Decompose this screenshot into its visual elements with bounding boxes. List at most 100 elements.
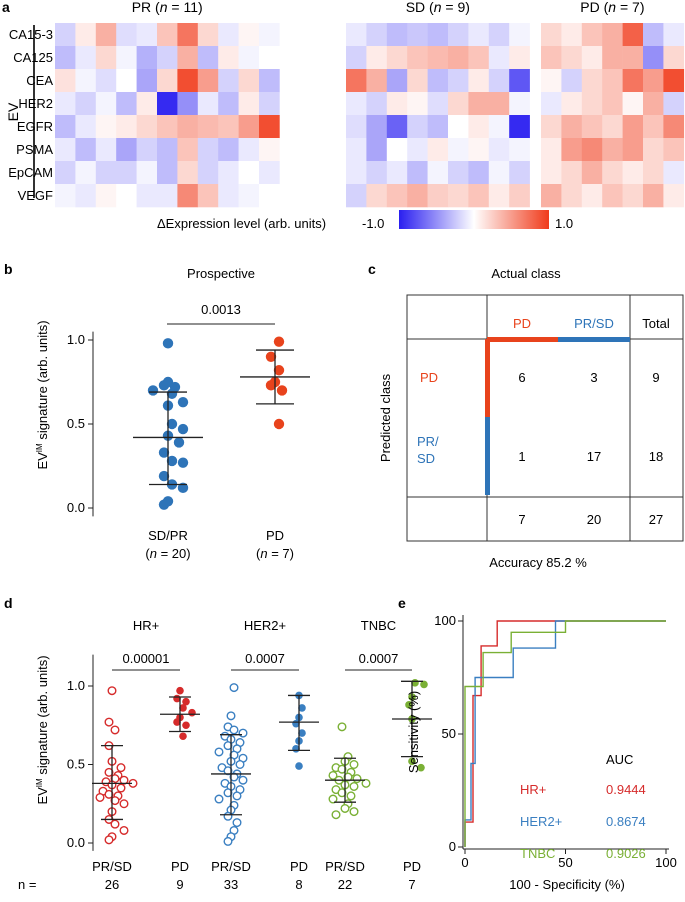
heatmap-cell [581, 184, 603, 208]
panel-d-y-tick-label: 0.0 [67, 835, 85, 850]
panel-b-p-value: 0.0013 [201, 302, 241, 317]
heatmap-cell [448, 92, 469, 116]
heatmap-cell [218, 69, 239, 93]
heatmap-cell [541, 138, 562, 162]
heatmap-cell [509, 23, 530, 47]
heatmap-cell [561, 115, 583, 139]
heatmap-cell [346, 23, 367, 47]
heatmap-cell [366, 115, 388, 139]
panel-e-y-tick-label: 0 [449, 839, 456, 854]
panel-d-p-value: 0.0007 [245, 651, 285, 666]
panel-d-data-point [349, 781, 359, 791]
heatmap-cell [509, 69, 530, 93]
heatmap-cell [622, 46, 644, 70]
cell-pd-prsd: 3 [590, 370, 597, 385]
panel-a-heatmap: EV CA15-3 CA125 CEA HER2 EGFR PSMA EpCAM VEGF P… [5, 0, 685, 231]
heatmap-cell [238, 69, 260, 93]
predicted-class-title: Predicted class [378, 373, 393, 462]
heatmap-cell [561, 184, 583, 208]
heatmap-cell [197, 138, 219, 162]
heatmap-cell [509, 92, 530, 116]
heatmap-cell [448, 46, 469, 70]
heatmap-cell [197, 46, 219, 70]
heatmap-cell [116, 23, 137, 47]
panel-d-data-point [229, 725, 239, 735]
heatmap-cell [663, 161, 685, 185]
heatmap-cell [643, 46, 664, 70]
heatmap-group-title-suffix: = 9) [441, 0, 469, 15]
row-header-pd: PD [420, 370, 438, 385]
heatmap-cell [622, 184, 644, 208]
heatmap-cell [346, 115, 367, 139]
heatmap-cell [622, 69, 644, 93]
panel-b-x-label: SD/PR [148, 528, 188, 543]
heatmap-cell [157, 92, 178, 116]
heatmap-cell [259, 92, 280, 116]
panel-b-x-n-suffix: = 7) [268, 546, 294, 561]
heatmap-cell [602, 161, 623, 185]
heatmap-cell [157, 161, 178, 185]
heatmap-cell [238, 184, 260, 208]
heatmap-cell [157, 115, 178, 139]
row-header-prsd: PR/SD [417, 434, 439, 466]
heatmap-cell [95, 23, 117, 47]
panel-b-data-point [173, 437, 185, 448]
heatmap-cell [407, 23, 428, 47]
heatmap-cell [622, 23, 644, 47]
panel-d-data-point [235, 760, 245, 770]
heatmap-cell [468, 115, 490, 139]
panel-d-data-point [182, 721, 190, 730]
panel-d-x-label: PD [171, 859, 189, 874]
heatmap-cell [663, 69, 685, 93]
heatmap-group-title: PD (n = 7) [580, 0, 644, 15]
roc-legend-auc: 0.9444 [606, 782, 646, 797]
heatmap-cell [602, 184, 623, 208]
panel-d-data-point [337, 788, 347, 798]
panel-d-data-point [352, 774, 362, 784]
panel-d-n-value: 22 [338, 877, 352, 892]
actual-class-title: Actual class [491, 266, 561, 281]
heatmap-cell [346, 161, 367, 185]
heatmap-cell [177, 138, 199, 162]
heatmap-cell [488, 115, 510, 139]
panel-d-data-point [361, 778, 371, 788]
heatmap-cell [116, 161, 137, 185]
panel-b-data-point [273, 418, 285, 430]
total-pd: 7 [518, 512, 525, 527]
panel-d-n-value: 8 [295, 877, 302, 892]
panel-d-data-point [107, 686, 117, 696]
heatmap-cell [468, 138, 490, 162]
panel-d-p-value: 0.0007 [359, 651, 399, 666]
heatmap-cell [346, 69, 367, 93]
heatmap-group-title-n: n [608, 0, 616, 15]
panel-d-data-point [110, 725, 120, 735]
panel-d-ylabel-rest: signature (arb. units) [35, 655, 50, 778]
panel-d-data-point [229, 683, 239, 693]
heatmap-cell [509, 115, 530, 139]
panel-d-ylabel: EVIM signature (arb. units) [35, 655, 50, 804]
heatmap-cell [177, 69, 199, 93]
heatmap-cell [427, 115, 449, 139]
heatmap-cell [427, 138, 449, 162]
panel-label-a: a [2, 0, 10, 15]
panel-d-group-title: HER2+ [244, 618, 286, 633]
heatmap-cell [541, 23, 562, 47]
heatmap-cell [663, 23, 685, 47]
heatmap-cell [602, 23, 623, 47]
heatmap-cell [95, 138, 117, 162]
heatmap-cell [561, 69, 583, 93]
heatmap-group-title: SD (n = 9) [406, 0, 470, 15]
heatmap-cell [366, 23, 388, 47]
panel-d-data-point [328, 794, 338, 804]
panel-e-x-tick-label: 0 [461, 855, 468, 870]
panel-d-data-point [176, 686, 184, 695]
heatmap-cell [581, 92, 603, 116]
panel-b-data-point [166, 388, 178, 399]
panel-d-data-point [232, 791, 242, 801]
panel-d-data-point [349, 760, 359, 770]
panel-b-x-n-prefix: ( [256, 546, 261, 561]
heatmap-cell [407, 115, 428, 139]
heatmap-cell [177, 46, 199, 70]
heatmap-cell [218, 184, 239, 208]
panel-d-data-point [214, 747, 224, 757]
